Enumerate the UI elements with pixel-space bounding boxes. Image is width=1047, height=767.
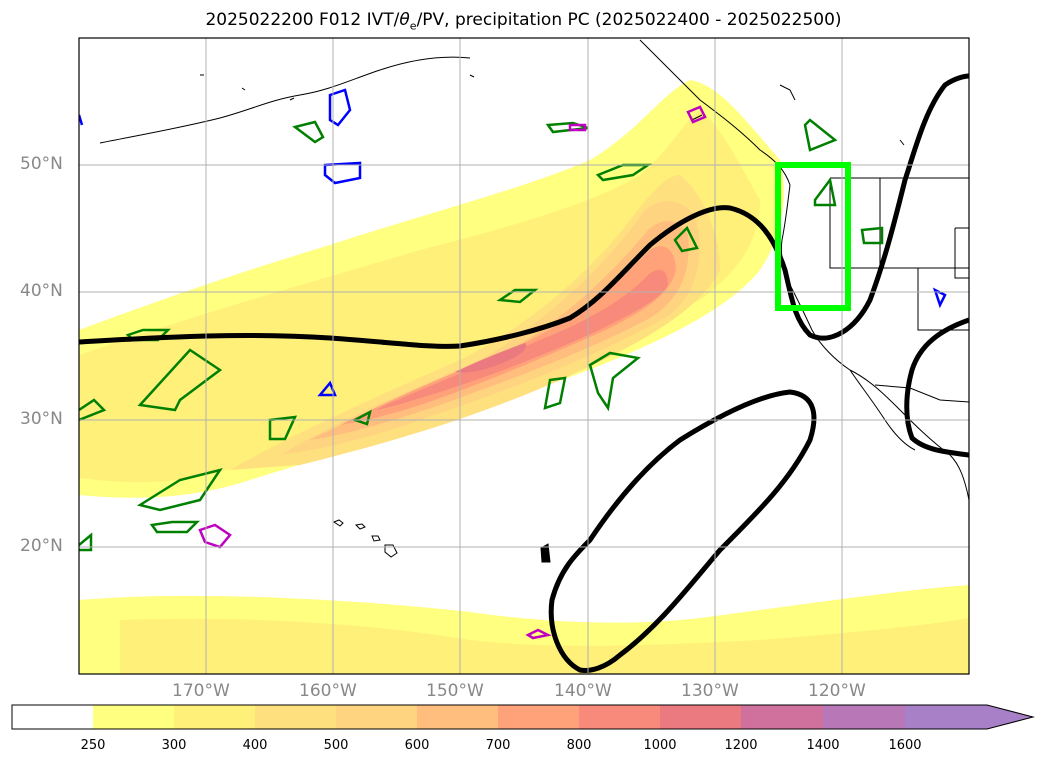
pv-contours [79, 88, 947, 640]
region-box [775, 162, 851, 311]
colorbar-seg-5 [417, 705, 498, 729]
coastline-hawaii-2 [354, 523, 366, 530]
colorbar-tick-800: 800 [566, 738, 592, 753]
ivt-level-1000 [455, 343, 527, 373]
colorbar-tick-300: 300 [161, 738, 187, 753]
ivt-level-300 [79, 110, 760, 483]
pv-contour-green-14 [673, 225, 699, 253]
colorbar-seg-7 [579, 705, 660, 729]
lat-label-30n: 30°N [20, 409, 63, 429]
pv-contour-magenta-2 [525, 628, 552, 640]
pv-contour-magenta-4 [686, 105, 707, 124]
colorbar [11, 704, 1035, 730]
contour-southern-loop [548, 389, 817, 673]
colorbar-tick-250: 250 [80, 738, 106, 753]
pv-contour-green-17 [860, 226, 884, 245]
border-states-1 [829, 178, 969, 269]
coastline-alaska [99, 56, 471, 144]
colorbar-seg-1 [93, 705, 174, 729]
border-mexico [874, 384, 969, 403]
ivt-level-700 [340, 246, 676, 425]
coastline-hawaii-1 [332, 519, 344, 527]
pv-contour-green-10 [543, 376, 567, 410]
contour-east [904, 317, 969, 458]
colorbar-tick-1000: 1000 [643, 738, 677, 753]
pv-contour-green-8 [351, 409, 372, 426]
lon-label-130w: 130°W [681, 681, 739, 701]
pv-contour-green-18 [79, 532, 93, 552]
pv-contour-green-12 [595, 163, 653, 182]
contour-jet-main [79, 73, 969, 349]
title-suffix: /PV, precipitation PC (2025022400 - 2025… [416, 10, 842, 30]
pv-contour-green-1 [292, 120, 325, 144]
colorbar-seg-4 [336, 705, 417, 729]
pv-contour-green-9 [496, 288, 539, 304]
lon-label-120w: 120°W [808, 681, 866, 701]
lon-label-160w: 160°W [299, 681, 357, 701]
lat-label-50n: 50°N [20, 154, 63, 174]
lat-label-40n: 40°N [20, 281, 63, 301]
title-theta: θ [399, 10, 410, 30]
theta-e-contours [79, 73, 969, 673]
colorbar-seg-8 [660, 705, 741, 729]
colorbar-outline [11, 704, 1035, 730]
colorbar-seg-10 [823, 705, 905, 729]
pv-contour-green-5 [136, 468, 223, 512]
colorbar-seg-0 [12, 705, 93, 729]
pv-contour-green-11 [588, 351, 641, 412]
colorbar-seg-6 [498, 705, 579, 729]
coastline-hawaii-3 [371, 535, 381, 542]
pv-contour-green-15 [803, 118, 838, 152]
colorbar-seg-3 [255, 705, 336, 729]
colorbar-tick-700: 700 [485, 738, 511, 753]
colorbar-extend-arrow [905, 705, 1033, 729]
colorbar-seg-2 [174, 705, 255, 729]
title-prefix: 2025022200 F012 IVT/ [205, 10, 400, 30]
colorbar-tick-1600: 1600 [888, 738, 922, 753]
lon-label-140w: 140°W [554, 681, 612, 701]
border-states-3 [917, 268, 969, 331]
pv-contour-green-7 [268, 415, 298, 441]
pv-contour-blue-2 [323, 161, 362, 185]
ivt-shading [79, 80, 969, 674]
contour-dot [540, 543, 551, 563]
colorbar-tick-500: 500 [323, 738, 349, 753]
colorbar-tick-1200: 1200 [724, 738, 758, 753]
pv-contour-green-4 [79, 398, 107, 422]
lon-label-150w: 150°W [426, 681, 484, 701]
pv-contour-green-2 [137, 348, 223, 412]
colorbar-tick-400: 400 [242, 738, 268, 753]
coastline-islands [200, 74, 905, 146]
figure-title: 2025022200 F012 IVT/θe/PV, precipitation… [0, 10, 1047, 32]
pv-contour-green-16 [813, 177, 837, 207]
title-subscript: e [409, 19, 417, 33]
pv-contour-blue-1 [328, 88, 352, 127]
lon-label-170w: 170°W [172, 681, 230, 701]
pv-contour-magenta-1 [198, 523, 232, 549]
lat-label-20n: 20°N [20, 536, 63, 556]
pv-contour-green-6 [149, 520, 201, 534]
colorbar-tick-1400: 1400 [806, 738, 840, 753]
map-frame [78, 37, 970, 675]
coastline-hawaii-4 [384, 544, 398, 558]
pv-contour-magenta-3 [568, 123, 587, 132]
border-states-4 [954, 227, 969, 279]
ivt-level-300-south [120, 618, 969, 674]
colorbar-tick-600: 600 [404, 738, 430, 753]
colorbar-seg-9 [741, 705, 823, 729]
